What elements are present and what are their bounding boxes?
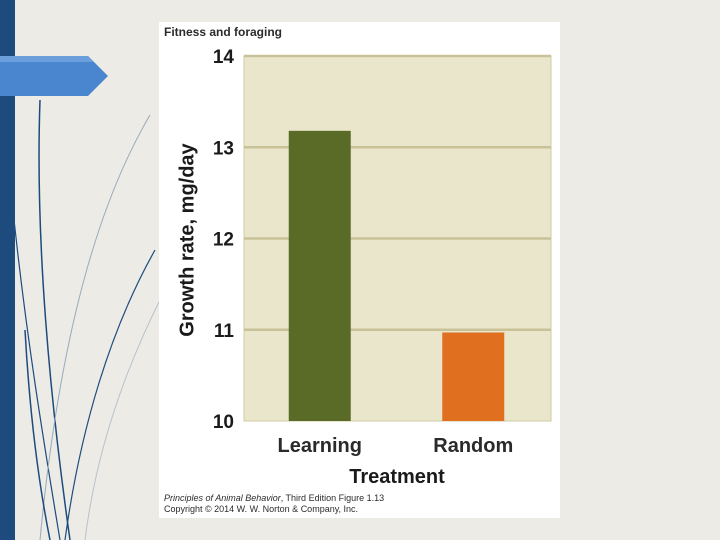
y-tick-label: 13 (213, 138, 234, 159)
credit-edition: , Third Edition Figure 1.13 (280, 493, 385, 503)
y-tick-label: 11 (214, 321, 235, 342)
slide-decoration (0, 56, 160, 540)
x-axis-title: Treatment (349, 466, 445, 488)
deco-line (64, 249, 156, 540)
deco-line (38, 99, 71, 540)
credit-book-title: Principles of Animal Behavior (164, 493, 281, 503)
title-arrow-highlight (0, 56, 94, 62)
y-tick-labels: 10 11 12 13 14 (213, 47, 235, 433)
deco-line (11, 199, 61, 540)
deco-line (84, 299, 160, 540)
deco-line (24, 329, 51, 540)
x-category-label: Random (433, 435, 513, 457)
bar-random (442, 332, 505, 421)
x-category-label: Learning (278, 435, 362, 457)
figure-credit: Principles of Animal Behavior, Third Edi… (164, 493, 384, 515)
y-tick-label: 10 (213, 412, 234, 433)
y-tick-label: 14 (213, 47, 235, 68)
bar-learning (288, 130, 351, 421)
y-axis-title: Growth rate, mg/day (176, 142, 198, 336)
credit-copyright: Copyright © 2014 W. W. Norton & Company,… (164, 504, 359, 514)
bars (288, 130, 505, 421)
figure-title: Fitness and foraging (164, 25, 283, 39)
deco-line (39, 114, 151, 540)
slide-sidebar-bar (0, 0, 15, 540)
y-tick-label: 12 (213, 230, 234, 251)
x-category-labels: Learning Random (278, 435, 514, 457)
title-arrow-shape (0, 56, 108, 96)
